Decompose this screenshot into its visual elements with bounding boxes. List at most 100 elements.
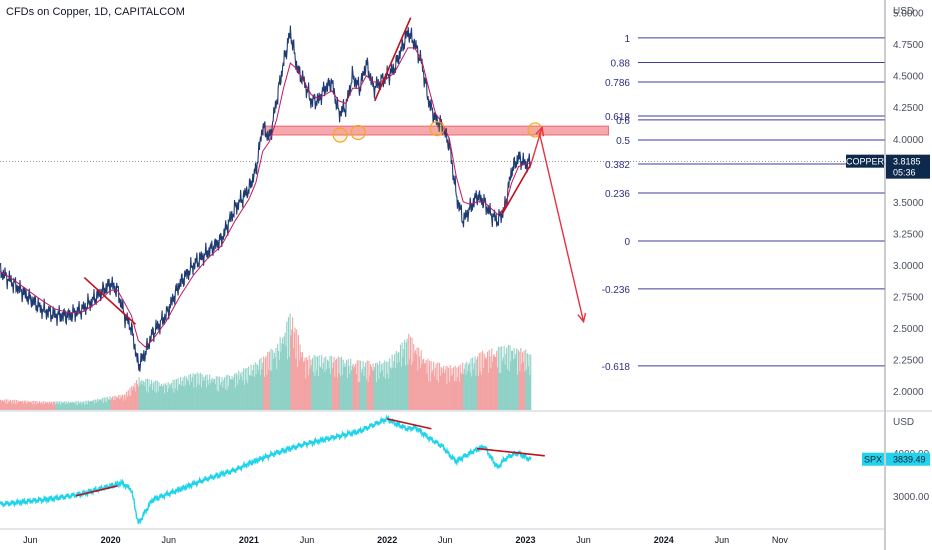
volume-bar [345,360,348,410]
volume-bar [302,362,304,410]
volume-bar [184,375,186,410]
volume-bar [319,366,321,410]
volume-bar [297,334,299,410]
volume-bar [344,363,346,410]
volume-bar [401,342,403,410]
volume-bar [497,346,499,410]
volume-bar [284,332,286,410]
volume-bar [456,367,458,410]
volume-bar [415,354,417,410]
volume-bar [270,348,272,410]
volume-bar [180,376,182,410]
fib-label: 0.6 [616,116,630,127]
volume-bar [267,369,270,410]
volume-bar [243,385,246,410]
volume-bar [385,361,387,410]
volume-bar [174,379,176,410]
volume-bar [283,336,285,410]
volume-bar [207,379,209,410]
volume-bar [455,381,457,410]
volume-bar [275,348,277,410]
volume-bar [43,404,46,410]
volume-bar [375,381,377,410]
volume-bar [56,403,58,410]
volume-bar [77,405,79,410]
volume-bar [205,387,207,410]
volume-bar [55,401,57,410]
volume-bar [42,404,44,410]
date-tick-label: 2023 [515,535,535,545]
volume-bar [123,394,125,410]
volume-bar [279,336,281,410]
volume-bar [526,353,528,410]
volume-bar [157,391,159,410]
volume-bar [212,382,214,410]
volume-bar [241,371,243,410]
volume-bar [180,385,182,410]
volume-bar [448,368,450,410]
volume-bar [179,384,181,410]
spx-trend-line [476,447,545,457]
volume-bar [74,401,76,410]
volume-bar [137,386,139,410]
volume-bar [423,363,426,410]
volume-bar [53,401,55,410]
volume-bar [352,363,354,410]
volume-bar [93,403,95,410]
volume-bar [366,360,368,410]
volume-bar [445,365,447,410]
volume-bar [405,342,407,410]
volume-bar [217,376,219,410]
volume-bar [48,401,51,410]
volume-bar [103,397,105,410]
volume-bar [308,355,310,410]
spx-line [0,414,532,525]
volume-bar [236,374,238,410]
volume-bar [152,383,154,410]
volume-bar [206,374,208,410]
volume-bar [131,390,134,410]
volume-bar [27,402,29,410]
volume-bar [204,375,207,410]
volume-bar [250,364,252,410]
volume-bar [293,332,295,410]
candle-countdown: 05:36 [893,168,916,178]
fib-label: 0.786 [605,78,630,89]
projection-arrow-head [577,312,587,324]
volume-bar [260,357,262,410]
volume-bar [181,381,183,410]
volume-bar [477,356,479,410]
volume-bar [114,399,116,410]
volume-bar [261,369,263,410]
volume-bar [133,387,135,410]
volume-bar [418,347,420,410]
volume-bar [164,393,166,410]
volume-bar [384,360,386,410]
volume-bar [220,382,222,410]
volume-bar [228,375,231,410]
volume-bar [496,350,498,410]
volume-bar [457,377,459,410]
volume-bar [494,357,496,410]
volume-bar [297,367,299,410]
volume-bar [321,369,324,410]
volume-bar [453,380,455,410]
volume-bar [8,402,10,410]
volume-bar [153,381,155,410]
volume-bar [326,359,328,410]
volume-bar [183,386,185,410]
volume-bar [325,356,327,410]
volume-bar [0,399,2,410]
volume-bar [170,382,173,410]
volume-bar [176,390,178,410]
volume-bar [17,400,19,410]
price-tick-label: 4.2500 [893,103,924,114]
volume-bar [175,379,177,410]
volume-bar [90,400,92,410]
volume-bar [501,346,503,410]
volume-bar [111,397,113,410]
volume-bar [278,359,280,410]
volume-bar [292,348,294,410]
volume-bar [228,386,230,410]
